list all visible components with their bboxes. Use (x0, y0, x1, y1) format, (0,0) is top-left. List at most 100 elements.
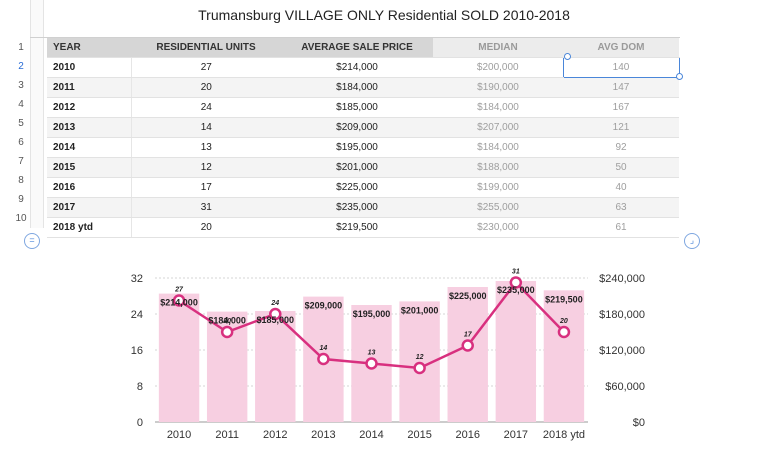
line-data-label: 12 (416, 354, 424, 361)
cell-avg-dom-selected[interactable]: 140 (562, 57, 680, 78)
line-point (220, 325, 234, 339)
row-number[interactable]: 10 (15, 213, 27, 224)
line-data-label: 13 (368, 350, 376, 357)
bar-data-label: $225,000 (449, 291, 487, 301)
cell-units[interactable]: 17 (131, 177, 281, 198)
cell-units[interactable]: 13 (131, 137, 281, 158)
cell-avg-dom[interactable]: 63 (563, 197, 679, 218)
selection-handle-top-left[interactable] (564, 53, 571, 60)
bar-data-label: $235,000 (497, 285, 535, 295)
line-data-label: 24 (270, 300, 279, 307)
bar-data-label: $195,000 (353, 309, 391, 319)
bar-data-label: $185,000 (257, 315, 295, 325)
right-axis-tick-label: $120,000 (599, 345, 645, 357)
cell-year[interactable]: 2017 (47, 197, 132, 218)
row-number[interactable]: 8 (18, 175, 24, 186)
cell-median[interactable]: $188,000 (433, 157, 563, 178)
line-point (461, 339, 474, 352)
cell-year[interactable]: 2010 (47, 57, 132, 78)
cell-median[interactable]: $184,000 (433, 137, 563, 158)
cell-avg-price[interactable]: $235,000 (281, 197, 433, 218)
cell-year[interactable]: 2018 ytd (47, 217, 132, 238)
table-row: 2017 31 $235,000 $255,000 63 (47, 197, 679, 218)
cell-avg-dom[interactable]: 40 (563, 177, 679, 198)
bar-data-label: $184,000 (208, 316, 246, 326)
cell-units[interactable]: 12 (131, 157, 281, 178)
cell-avg-dom[interactable]: 61 (563, 217, 679, 238)
left-axis-tick-label: 32 (131, 273, 143, 285)
cell-median[interactable]: $255,000 (433, 197, 563, 218)
line-point (269, 307, 282, 321)
row-numbers: 1 2 3 4 5 6 7 8 9 10 (0, 38, 42, 228)
row-number[interactable]: 2 (18, 61, 24, 72)
cell-units[interactable]: 20 (131, 77, 281, 98)
cell-avg-price[interactable]: $214,000 (281, 57, 433, 78)
sheet-title: Trumansburg VILLAGE ONLY Residential SOL… (198, 7, 570, 23)
units-price-combo-chart: 0 8 16 24 32 $0 $60,000 $120,000 $180,000 $240,00… (131, 269, 645, 442)
row-number[interactable]: 1 (18, 42, 24, 53)
bar (543, 290, 585, 422)
cell-avg-price[interactable]: $184,000 (281, 77, 433, 98)
cell-year[interactable]: 2016 (47, 177, 132, 198)
x-axis-tick-label: 2010 (167, 429, 191, 441)
table-options-button[interactable]: = (24, 233, 40, 249)
cell-median[interactable]: $230,000 (433, 217, 563, 238)
cell-avg-dom[interactable]: 121 (563, 117, 679, 138)
cell-year[interactable]: 2012 (47, 97, 132, 118)
header-year[interactable]: YEAR (47, 38, 131, 58)
data-table: YEAR RESIDENTIAL UNITS AVERAGE SALE PRIC… (47, 38, 680, 238)
bar (447, 287, 488, 422)
cell-units[interactable]: 27 (131, 57, 281, 78)
line-data-label: 14 (319, 345, 327, 352)
table-row: 2018 ytd 20 $219,500 $230,000 61 (47, 217, 679, 238)
cell-year[interactable]: 2015 (47, 157, 132, 178)
row-number[interactable]: 4 (18, 99, 24, 110)
cell-year[interactable]: 2011 (47, 77, 132, 98)
header-units[interactable]: RESIDENTIAL UNITS (131, 38, 281, 58)
resize-table-icon[interactable]: ⌟ (684, 233, 700, 249)
chart-line (172, 276, 571, 375)
cell-avg-price[interactable]: $209,000 (281, 117, 433, 138)
line-point (365, 357, 378, 370)
cell-median[interactable]: $184,000 (433, 97, 563, 118)
cell-avg-price[interactable]: $219,500 (281, 217, 433, 238)
cell-avg-price[interactable]: $195,000 (281, 137, 433, 158)
cell-year[interactable]: 2014 (47, 137, 132, 158)
header-avg-dom[interactable]: AVG DOM (563, 38, 679, 58)
bar-data-label: $214,000 (160, 298, 198, 308)
x-axis-tick-label: 2015 (407, 429, 431, 441)
row-number[interactable]: 3 (18, 80, 24, 91)
cell-avg-dom[interactable]: 167 (563, 97, 679, 118)
row-number[interactable]: 7 (18, 156, 24, 167)
cell-median[interactable]: $199,000 (433, 177, 563, 198)
cell-year[interactable]: 2013 (47, 117, 132, 138)
x-axis-tick-label: 2017 (504, 429, 528, 441)
cell-avg-dom[interactable]: 92 (563, 137, 679, 158)
table-row: 2014 13 $195,000 $184,000 92 (47, 137, 679, 158)
header-avg-price[interactable]: AVERAGE SALE PRICE (281, 38, 433, 58)
line-point (413, 361, 426, 375)
cell-units[interactable]: 31 (131, 197, 281, 218)
cell-avg-price[interactable]: $185,000 (281, 97, 433, 118)
cell-median[interactable]: $190,000 (433, 77, 563, 98)
cell-units[interactable]: 14 (131, 117, 281, 138)
cell-avg-price[interactable]: $225,000 (281, 177, 433, 198)
line-data-label: 31 (512, 269, 520, 276)
cell-avg-dom[interactable]: 147 (563, 77, 679, 98)
left-axis-tick-label: 24 (131, 309, 143, 321)
cell-avg-dom[interactable]: 50 (563, 157, 679, 178)
selection-handle-bottom-right[interactable] (676, 73, 683, 80)
row-number[interactable]: 5 (18, 118, 24, 129)
row-number[interactable]: 6 (18, 137, 24, 148)
cell-units[interactable]: 24 (131, 97, 281, 118)
row-number[interactable]: 9 (18, 194, 24, 205)
bar (495, 281, 537, 422)
cell-median[interactable]: $207,000 (433, 117, 563, 138)
chart-labels: 0 8 16 24 32 $0 $60,000 $120,000 $180,000 $240,00… (131, 269, 645, 442)
cell-median[interactable]: $200,000 (433, 57, 563, 78)
header-median[interactable]: MEDIAN (433, 38, 563, 58)
cell-avg-price[interactable]: $201,000 (281, 157, 433, 178)
cell-units[interactable]: 20 (131, 217, 281, 238)
table-row: 2012 24 $185,000 $184,000 167 (47, 97, 679, 118)
line-data-label: 20 (559, 318, 568, 325)
